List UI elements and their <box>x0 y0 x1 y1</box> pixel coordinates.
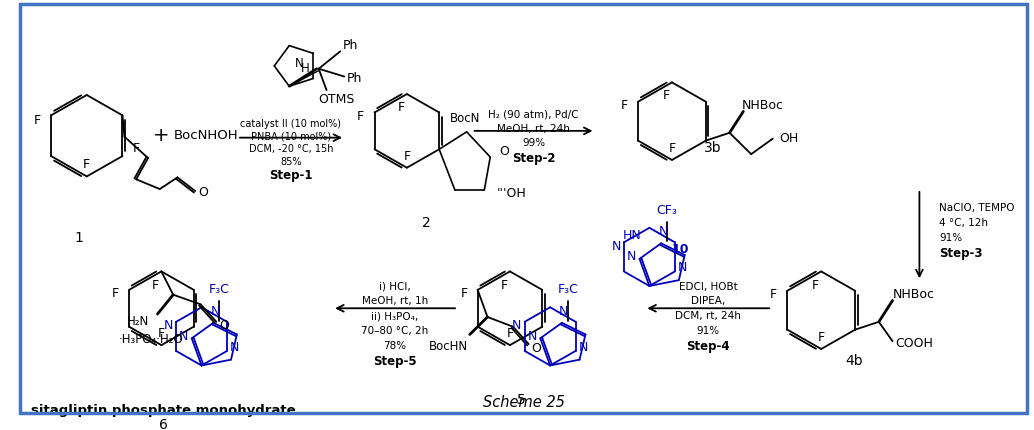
Text: H₂ (90 atm), Pd/C: H₂ (90 atm), Pd/C <box>488 109 579 120</box>
Text: F: F <box>158 327 165 340</box>
Text: N: N <box>579 341 588 353</box>
Text: 78%: 78% <box>384 341 406 351</box>
Text: 10: 10 <box>672 243 690 255</box>
Text: H: H <box>301 62 309 75</box>
Text: F: F <box>357 110 364 123</box>
Text: i) HCl,: i) HCl, <box>379 282 410 292</box>
Text: F: F <box>460 287 467 300</box>
Text: Ph: Ph <box>342 39 358 52</box>
Text: F₃C: F₃C <box>557 283 578 296</box>
Text: F: F <box>770 288 777 301</box>
Text: PNBA (10 mol%): PNBA (10 mol%) <box>251 132 331 141</box>
Text: N: N <box>512 319 521 332</box>
Text: N: N <box>627 250 636 264</box>
Text: NaClO, TEMPO: NaClO, TEMPO <box>939 203 1014 213</box>
Text: N: N <box>678 261 688 274</box>
Text: F: F <box>812 279 819 292</box>
Text: F: F <box>83 158 90 171</box>
Text: Scheme 25: Scheme 25 <box>483 395 565 410</box>
Text: NHBoc: NHBoc <box>893 288 935 301</box>
Text: ·H₃PO₄·H₂O: ·H₃PO₄·H₂O <box>119 333 184 346</box>
Text: 70–80 °C, 2h: 70–80 °C, 2h <box>362 326 429 335</box>
Text: MeOH, rt, 1h: MeOH, rt, 1h <box>362 296 428 307</box>
Text: sitagliptin phosphate monohydrate: sitagliptin phosphate monohydrate <box>31 403 296 417</box>
Text: F: F <box>663 89 670 102</box>
Text: N: N <box>527 330 537 343</box>
Text: EDCl, HOBt: EDCl, HOBt <box>679 282 737 292</box>
Text: NHBoc: NHBoc <box>742 99 784 112</box>
Text: catalyst II (10 mol%): catalyst II (10 mol%) <box>241 119 341 129</box>
Text: '''OH: '''OH <box>497 187 526 200</box>
Text: COOH: COOH <box>895 337 933 350</box>
Text: F₃C: F₃C <box>209 283 230 296</box>
Text: N: N <box>659 225 668 238</box>
Text: 3b: 3b <box>704 141 722 155</box>
Text: O: O <box>531 341 542 354</box>
Text: ii) H₃PO₄,: ii) H₃PO₄, <box>371 311 419 321</box>
Text: F: F <box>507 327 514 340</box>
Text: DIPEA,: DIPEA, <box>691 296 726 307</box>
Text: F: F <box>403 150 410 163</box>
Text: N: N <box>163 319 173 332</box>
Text: 1: 1 <box>74 230 84 245</box>
Text: 99%: 99% <box>522 138 545 148</box>
Text: CF₃: CF₃ <box>657 204 677 217</box>
Text: BocN: BocN <box>450 112 480 125</box>
Text: BocNHOH: BocNHOH <box>174 129 238 142</box>
Text: 5: 5 <box>517 393 526 407</box>
Text: DCM, rt, 24h: DCM, rt, 24h <box>675 311 741 321</box>
Text: +: + <box>153 126 170 145</box>
Text: OH: OH <box>779 132 798 145</box>
Text: F: F <box>397 101 404 114</box>
Text: F: F <box>818 331 825 344</box>
Text: N: N <box>611 240 620 253</box>
Text: 91%: 91% <box>939 233 963 243</box>
Text: 91%: 91% <box>697 326 720 335</box>
Text: F: F <box>34 114 41 127</box>
Text: 85%: 85% <box>280 157 302 167</box>
Text: Step-3: Step-3 <box>939 246 982 260</box>
Text: DCM, -20 °C, 15h: DCM, -20 °C, 15h <box>249 144 333 154</box>
Text: Step-5: Step-5 <box>373 355 417 368</box>
Text: O: O <box>199 187 208 200</box>
Text: F: F <box>132 142 140 155</box>
Text: N: N <box>231 341 240 353</box>
Text: H₂N: H₂N <box>127 315 149 329</box>
Text: F: F <box>500 279 508 292</box>
Text: Ph: Ph <box>346 72 362 85</box>
Text: F: F <box>668 142 675 155</box>
Text: 4b: 4b <box>846 353 863 368</box>
Text: Step-2: Step-2 <box>512 151 555 165</box>
Text: 6: 6 <box>159 418 168 430</box>
Text: Step-1: Step-1 <box>269 169 312 182</box>
Text: N: N <box>559 305 569 318</box>
Text: Step-4: Step-4 <box>687 340 730 353</box>
Text: 2: 2 <box>422 216 431 230</box>
Text: OTMS: OTMS <box>318 93 355 106</box>
Text: F: F <box>152 279 159 292</box>
Text: 4 °C, 12h: 4 °C, 12h <box>939 218 989 228</box>
Text: N: N <box>179 330 188 343</box>
Text: N: N <box>211 305 220 318</box>
Text: O: O <box>499 145 509 158</box>
Text: BocHN: BocHN <box>429 340 467 353</box>
Text: HN: HN <box>622 229 641 242</box>
Text: O: O <box>219 319 230 332</box>
Text: N: N <box>295 57 304 70</box>
Text: MeOH, rt, 24h: MeOH, rt, 24h <box>497 124 570 134</box>
Text: F: F <box>112 287 119 300</box>
Text: F: F <box>620 99 628 112</box>
